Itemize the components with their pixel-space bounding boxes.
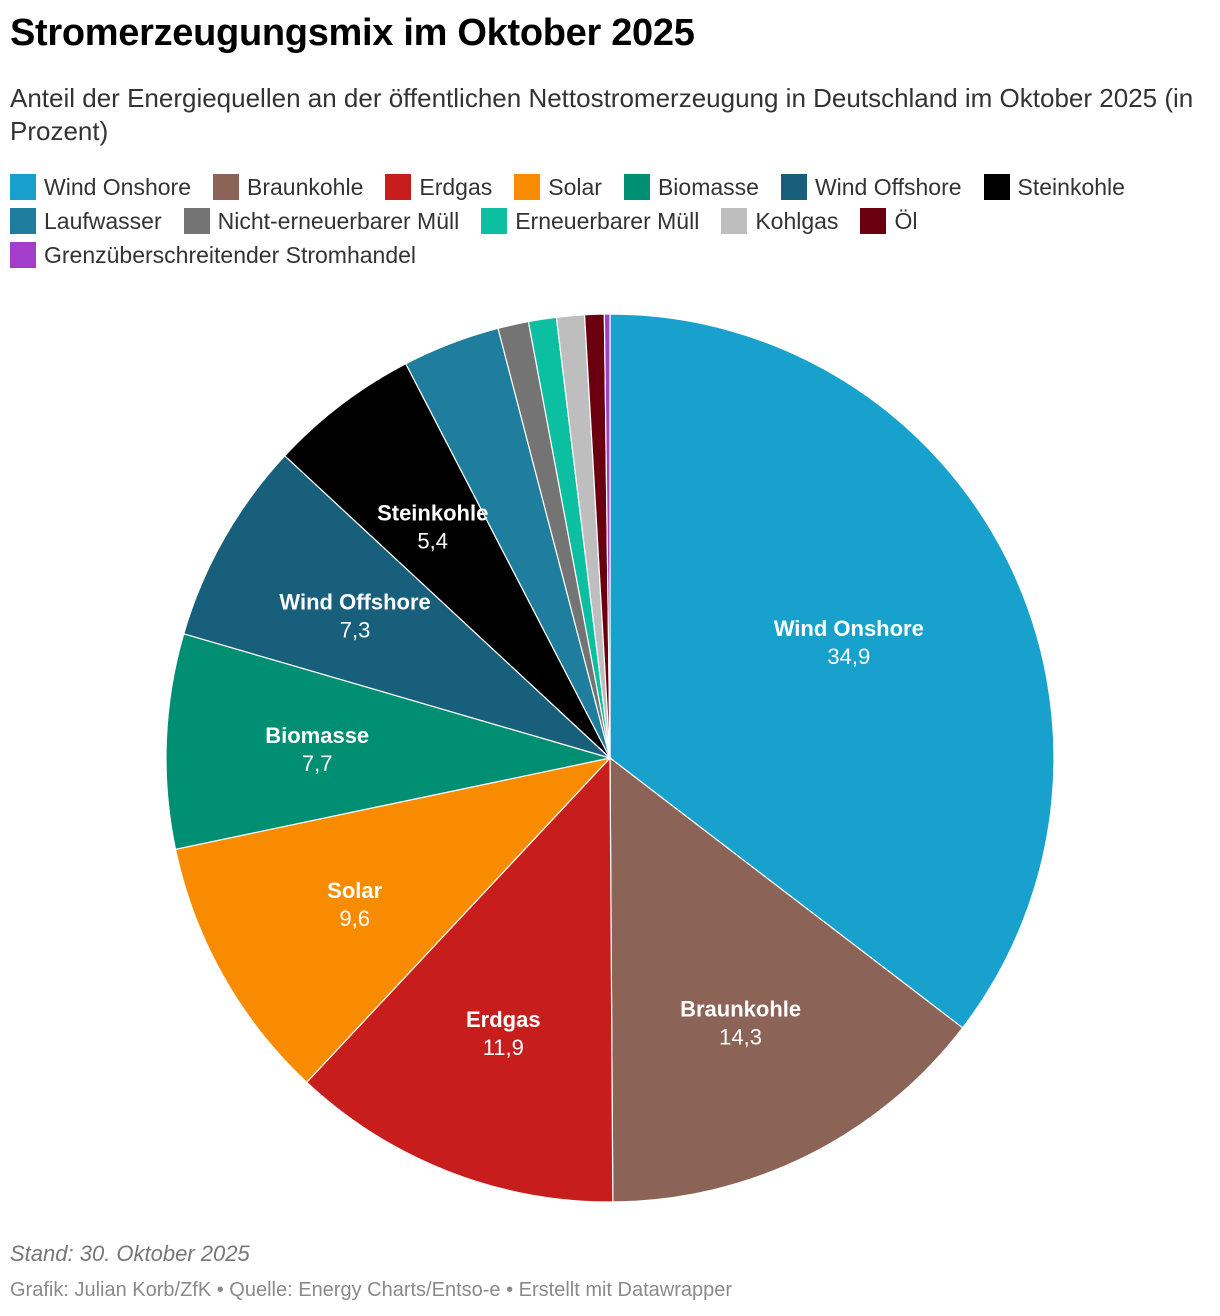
legend-item-steinkohle: Steinkohle xyxy=(983,173,1125,201)
chart-subtitle: Anteil der Energiequellen an der öffentl… xyxy=(10,83,1194,146)
legend-row: Wind Onshore Braunkohle Erdgas Solar Bio… xyxy=(10,170,1210,204)
pie-slice-braunkohle xyxy=(609,756,964,1203)
stand-note: Stand: 30. Oktober 2025 xyxy=(10,1241,250,1266)
legend-swatch xyxy=(10,208,36,234)
legend-swatch xyxy=(481,208,508,234)
slice-name-label: Braunkohle xyxy=(680,996,801,1021)
legend-label: Nicht-erneuerbarer Müll xyxy=(217,207,460,234)
legend-swatch xyxy=(183,208,210,234)
legend-label: Steinkohle xyxy=(1017,173,1125,200)
slice-value-label: 7,7 xyxy=(302,751,333,776)
legend-item-braunkohle: Braunkohle xyxy=(213,174,363,201)
slice-value-label: 34,9 xyxy=(827,644,870,669)
legend-item-biomasse: Biomasse xyxy=(623,173,759,201)
pie-slice-grenzueberschreitender-stromhandel xyxy=(603,313,611,759)
pie-slice-steinkohle xyxy=(283,362,611,759)
legend-swatch xyxy=(10,242,36,268)
slice-value-label: 9,6 xyxy=(339,906,370,931)
chart-title: Stromerzeugungsmix im Oktober 2025 xyxy=(10,12,695,54)
legend-label: Grenzüberschreitender Stromhandel xyxy=(44,241,417,268)
pie-labels: Wind Onshore 34,9 Braunkohle 14,3 Erdgas 11,9… xyxy=(265,501,924,1060)
legend-swatch xyxy=(721,208,748,234)
legend-item-erdgas: Erdgas xyxy=(385,174,492,201)
legend-label: Erdgas xyxy=(419,173,493,200)
legend-label: Wind Onshore xyxy=(44,173,192,200)
slice-value-label: 11,9 xyxy=(483,1035,524,1060)
legend-item-kohlgas: Kohlgas xyxy=(721,208,838,235)
legend-swatch xyxy=(385,174,412,200)
legend-swatch xyxy=(623,174,650,200)
legend-item-oel: Öl xyxy=(860,208,917,235)
legend-swatch xyxy=(780,174,807,200)
slice-value-label: 5,4 xyxy=(417,529,448,554)
legend-label: Laufwasser xyxy=(44,207,162,234)
legend-label: Braunkohle xyxy=(247,173,364,200)
pie-slice-wind-offshore xyxy=(182,454,611,759)
legend-label: Kohlgas xyxy=(755,207,839,234)
source-credits: Grafik: Julian Korb/ZfK • Quelle: Energy… xyxy=(10,1279,733,1301)
legend-row: Grenzüberschreitender Stromhandel xyxy=(10,238,1210,272)
pie-slice-wind-onshore xyxy=(609,313,1055,1029)
pie-slice-biomasse xyxy=(165,633,611,851)
legend-row: Laufwasser Nicht-erneuerbarer Müll Erneu… xyxy=(10,204,1210,238)
slice-name-label: Wind Offshore xyxy=(279,589,430,614)
legend-label: Solar xyxy=(548,173,602,200)
slice-name-label: Wind Onshore xyxy=(774,616,924,641)
pie-slice-solar xyxy=(174,757,612,1084)
legend-item-solar: Solar xyxy=(514,174,602,201)
legend-item-laufwasser: Laufwasser xyxy=(10,208,162,235)
legend-item-wind-onshore: Wind Onshore xyxy=(10,174,191,201)
legend-swatch xyxy=(213,174,240,200)
slice-name-label: Biomasse xyxy=(265,723,369,748)
legend-swatch xyxy=(514,174,541,200)
slice-name-label: Solar xyxy=(327,878,382,903)
slice-value-label: 14,3 xyxy=(719,1024,762,1049)
pie-slice-erdgas xyxy=(305,756,614,1203)
pie-chart: Wind Onshore 34,9 Braunkohle 14,3 Erdgas 11,9… xyxy=(165,313,1055,1203)
legend-label: Wind Offshore xyxy=(814,173,962,200)
slice-name-label: Erdgas xyxy=(466,1007,541,1032)
chart-legend: Wind Onshore Braunkohle Erdgas Solar Bio… xyxy=(10,170,1210,272)
slice-value-label: 7,3 xyxy=(340,617,371,642)
legend-item-grenzueberschreitender-stromhandel: Grenzüberschreitender Stromhandel xyxy=(10,242,416,269)
legend-label: Erneuerbarer Müll xyxy=(515,207,700,234)
legend-item-nicht-erneuerbarer-muell: Nicht-erneuerbarer Müll xyxy=(183,207,460,235)
legend-swatch xyxy=(860,208,887,234)
legend-swatch xyxy=(983,174,1010,200)
slice-name-label: Steinkohle xyxy=(377,501,488,526)
pie-slices xyxy=(165,313,1055,1203)
legend-swatch xyxy=(10,174,36,200)
legend-item-wind-offshore: Wind Offshore xyxy=(780,173,962,201)
legend-label: Biomasse xyxy=(657,173,759,200)
legend-item-erneuerbarer-muell: Erneuerbarer Müll xyxy=(481,208,699,235)
legend-label: Öl xyxy=(894,207,918,234)
